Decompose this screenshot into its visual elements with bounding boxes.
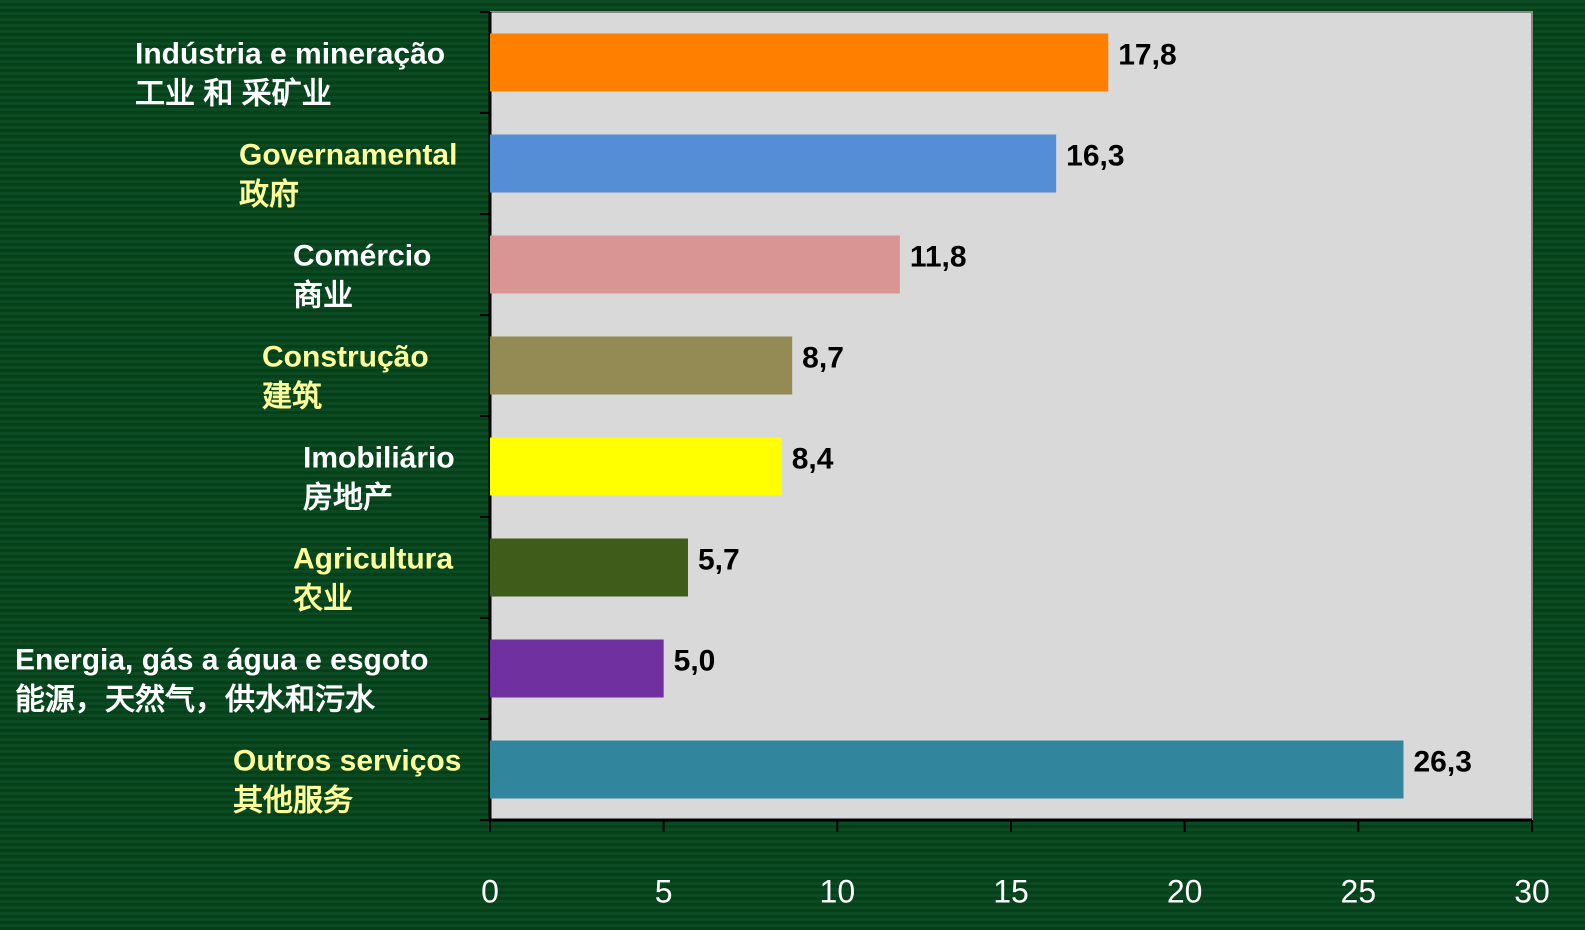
x-tick-label: 15 [993,873,1029,909]
bar [490,538,688,597]
bar [490,437,782,496]
category-label: Energia, gás a água e esgoto [15,643,428,676]
category-label: Construção [262,340,429,373]
category-label: Agricultura [293,542,453,575]
category-label-zh: 能源，天然气，供水和污水 [15,682,376,716]
category-label-zh: 政府 [239,177,299,211]
bar [490,33,1109,92]
category-label-zh: 商业 [293,279,353,312]
value-label: 5,0 [674,644,716,677]
value-label: 11,8 [910,240,967,273]
value-label: 26,3 [1413,745,1471,778]
bar [490,336,793,395]
bar [490,639,664,698]
plot-area [489,11,1533,821]
x-tick-label: 30 [1514,873,1550,909]
value-label: 17,8 [1118,38,1176,71]
category-label: Governamental [239,138,457,171]
x-tick-label: 5 [655,873,673,909]
value-label: 8,4 [792,442,834,475]
bar [490,235,900,294]
category-label: Comércio [293,239,431,272]
x-tick-label: 0 [481,873,499,909]
category-label-zh: 房地产 [303,481,393,514]
bar [490,134,1057,193]
bar [490,740,1404,799]
x-tick-label: 10 [820,873,856,909]
category-label: Outros serviços [233,744,461,777]
category-label: Indústria e mineração [135,37,445,70]
value-label: 16,3 [1066,139,1124,172]
category-label-zh: 工业 和 采矿业 [135,76,332,110]
category-label-zh: 其他服务 [233,784,353,817]
category-label: Imobiliário [303,441,455,474]
value-label: 8,7 [802,341,844,374]
value-label: 5,7 [698,543,740,576]
category-label-zh: 农业 [292,582,353,615]
category-label-zh: 建筑 [262,379,322,413]
x-tick-label: 20 [1167,873,1203,909]
x-tick-label: 25 [1341,873,1377,909]
